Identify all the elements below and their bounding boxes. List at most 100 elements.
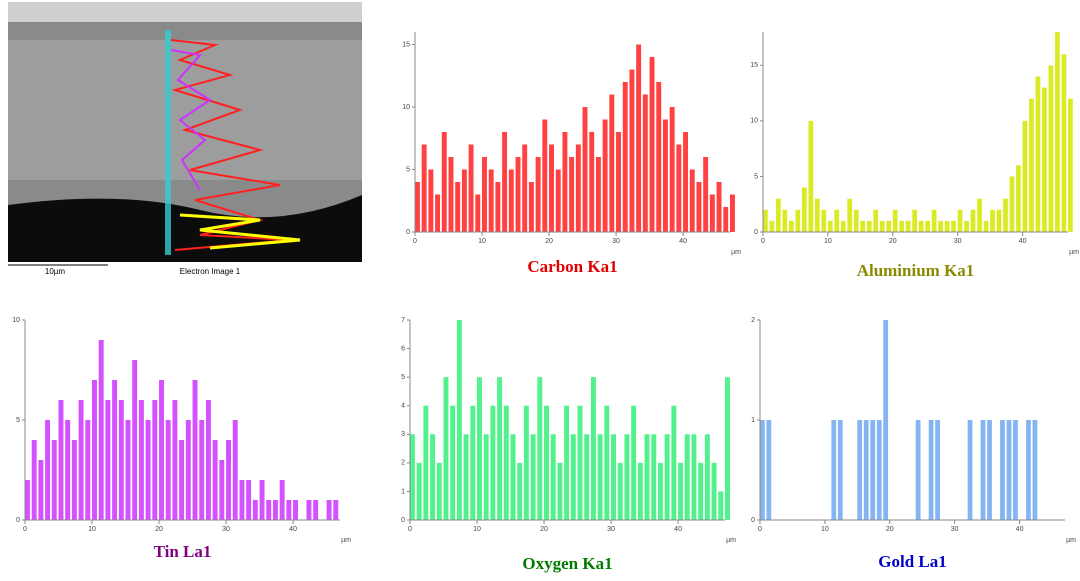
y-tick-label: 5 xyxy=(754,173,758,180)
x-tick-label: 20 xyxy=(886,526,894,533)
chart-title: Gold La1 xyxy=(878,552,947,571)
x-tick-label: 10 xyxy=(824,238,832,245)
bar xyxy=(549,144,554,232)
bar xyxy=(703,157,709,232)
bar xyxy=(597,434,603,520)
bar xyxy=(602,119,608,232)
bar xyxy=(497,377,503,520)
bar xyxy=(542,119,548,232)
bar xyxy=(1061,54,1067,232)
sem-image: 10µm Electron Image 1 xyxy=(8,2,362,276)
bar xyxy=(1068,98,1073,233)
y-tick-label: 6 xyxy=(401,345,405,352)
bar xyxy=(132,360,138,520)
bar xyxy=(112,380,118,520)
bar xyxy=(219,460,225,520)
bar xyxy=(510,434,516,520)
x-tick-label: 30 xyxy=(954,238,962,245)
bar xyxy=(689,169,695,232)
bar xyxy=(502,132,508,232)
bar xyxy=(617,462,623,520)
scan-trace-violet xyxy=(170,49,212,191)
bar xyxy=(436,462,442,520)
bar xyxy=(651,434,657,520)
chart: 0 5 10 15 0 10 20 30 40 µm Aluminium Ka1 xyxy=(750,32,1079,280)
bar xyxy=(730,194,735,232)
bar xyxy=(468,144,474,232)
bar xyxy=(595,157,601,232)
bar xyxy=(669,107,675,232)
bar xyxy=(313,500,319,520)
bar xyxy=(456,320,462,520)
bar xyxy=(912,209,918,232)
bar xyxy=(879,220,885,232)
bar xyxy=(629,69,635,232)
bar xyxy=(584,434,590,520)
y-tick-label: 2 xyxy=(751,317,755,324)
bar xyxy=(1016,165,1021,232)
bar xyxy=(704,434,710,520)
bar xyxy=(199,420,205,520)
bar xyxy=(575,144,581,232)
bar xyxy=(775,198,781,232)
bar xyxy=(508,169,514,232)
bar xyxy=(259,480,265,520)
y-tick-label: 5 xyxy=(16,417,20,424)
x-tick-label: 20 xyxy=(540,526,548,533)
bar xyxy=(58,400,64,520)
bar xyxy=(165,420,171,520)
bar xyxy=(577,405,583,520)
x-tick-label: 10 xyxy=(821,526,829,533)
bar xyxy=(482,157,487,232)
bar xyxy=(870,420,876,520)
bar xyxy=(649,57,655,232)
y-tick-label: 3 xyxy=(401,431,405,438)
bar xyxy=(957,209,963,232)
bar xyxy=(622,82,628,232)
bar xyxy=(51,440,57,520)
bar xyxy=(138,400,144,520)
y-tick-label: 0 xyxy=(401,517,405,524)
bar xyxy=(990,209,995,232)
bar xyxy=(463,434,469,520)
x-tick-label: 20 xyxy=(545,238,553,245)
bar xyxy=(582,107,588,232)
y-tick-label: 0 xyxy=(754,229,758,236)
image-caption: Electron Image 1 xyxy=(180,267,241,276)
bar xyxy=(172,400,178,520)
y-tick-label: 5 xyxy=(406,166,410,173)
bar xyxy=(416,462,422,520)
bar xyxy=(853,209,859,232)
bar xyxy=(938,220,943,232)
bar xyxy=(892,209,898,232)
bar xyxy=(671,405,677,520)
bar xyxy=(684,434,690,520)
bar xyxy=(716,182,722,232)
x-tick-label: 0 xyxy=(413,238,417,245)
bar xyxy=(92,380,97,520)
bar xyxy=(522,144,528,232)
bar xyxy=(831,420,837,520)
bar xyxy=(430,434,436,520)
x-tick-label: 30 xyxy=(951,526,959,533)
bar xyxy=(528,182,534,232)
bar xyxy=(38,460,44,520)
x-tick-label: 40 xyxy=(1019,238,1027,245)
bar xyxy=(152,400,158,520)
y-tick-label: 10 xyxy=(12,317,20,324)
bar xyxy=(65,420,71,520)
bar xyxy=(987,420,992,520)
bar xyxy=(788,220,794,232)
bar xyxy=(535,157,541,232)
x-axis-label: µm xyxy=(731,249,741,256)
bar xyxy=(691,434,697,520)
bar xyxy=(616,132,621,232)
bar xyxy=(1000,420,1005,520)
bar xyxy=(192,380,198,520)
scale-label: 10µm xyxy=(45,267,66,276)
x-tick-label: 0 xyxy=(23,526,27,533)
bar xyxy=(857,420,863,520)
scan-trace-red xyxy=(170,39,291,251)
bar xyxy=(1022,120,1028,232)
